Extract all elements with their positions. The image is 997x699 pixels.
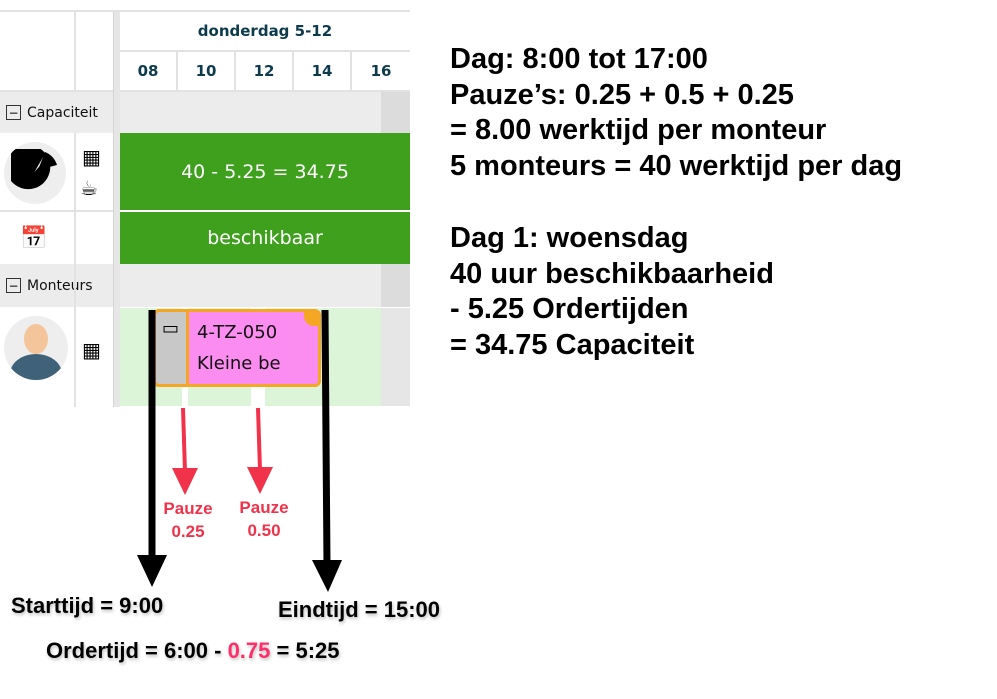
pause-annotation: Pauze 0.50	[229, 496, 299, 542]
hour-label: 12	[236, 52, 294, 90]
end-time-label: Eindtijd = 15:00	[278, 597, 440, 622]
pause-arrow	[247, 407, 273, 494]
group-capacity[interactable]: − Capaciteit	[0, 90, 113, 133]
corner-marker	[304, 312, 318, 326]
order-time-label: Ordertijd = 6:00 - 0.75 = 5:25	[46, 638, 340, 664]
pause-label: Pauze	[163, 499, 213, 518]
group-label: Monteurs	[27, 277, 93, 294]
end-arrow	[312, 309, 342, 592]
pause-annotation: Pauze 0.25	[153, 497, 223, 543]
event-title: 4-TZ-050	[197, 322, 278, 343]
group-label: Capaciteit	[27, 104, 98, 121]
note-line: 5 monteurs = 40 werktijd per dag	[450, 149, 903, 182]
hour-label: 16	[370, 62, 392, 80]
calendar-icon[interactable]: ▦	[82, 338, 101, 362]
group-mechanics[interactable]: − Monteurs	[0, 264, 113, 307]
note-line: Dag: 8:00 tot 17:00	[450, 43, 708, 75]
calendar-color-icon[interactable]: 📅	[20, 226, 48, 251]
hour-label: 10	[178, 52, 236, 90]
order-event[interactable]: ▭ 4-TZ-050 Kleine be	[153, 309, 321, 387]
order-highlight: 0.75	[227, 638, 271, 663]
group-row-bg	[120, 264, 410, 307]
pause-value: 0.50	[247, 521, 281, 540]
collapse-icon[interactable]: −	[6, 105, 21, 120]
collapse-icon[interactable]: −	[6, 278, 21, 293]
note-line: - 5.25 Ordertijden	[450, 293, 689, 325]
note-line: Pauze’s: 0.25 + 0.5 + 0.25	[450, 78, 794, 111]
event-subtitle: Kleine be	[197, 353, 281, 374]
note-line: Dag 1: woensdag	[450, 222, 689, 254]
order-prefix: Ordertijd = 6:00 -	[46, 638, 228, 663]
note-spacer	[450, 184, 902, 221]
divider	[74, 133, 76, 407]
divider	[120, 50, 410, 52]
offhours-area	[381, 308, 410, 406]
order-suffix: = 5:25	[270, 638, 340, 663]
pause-label: Pauze	[239, 498, 289, 517]
note-line: = 8.00 werktijd per monteur	[450, 114, 827, 146]
divider	[74, 12, 76, 90]
calendar-icon: ▭	[162, 318, 180, 339]
notes: Dag: 8:00 tot 17:00 Pauze’s: 0.25 + 0.5 …	[450, 42, 902, 363]
hour-label: 08	[120, 52, 178, 90]
pause-value: 0.25	[171, 522, 205, 541]
date-header: donderdag 5-12	[197, 22, 333, 40]
capacity-bar[interactable]: 40 - 5.25 = 34.75	[120, 133, 410, 210]
hour-header: 08 10 12 14 16	[120, 52, 410, 90]
top-border	[0, 10, 410, 12]
group-row-bg	[120, 90, 410, 133]
pie-chart-icon	[4, 142, 66, 204]
note-line: 40 uur beschikbaarheid	[450, 257, 774, 290]
coffee-cup-icon[interactable]: ☕	[80, 176, 98, 200]
hour-label: 14	[294, 52, 352, 90]
note-line: = 34.75 Capaciteit	[450, 328, 695, 361]
start-time-label: Starttijd = 9:00	[11, 593, 164, 618]
avatar[interactable]	[4, 316, 68, 380]
calendar-icon[interactable]: ▦	[82, 145, 101, 169]
pause-arrow	[172, 407, 198, 495]
start-arrow	[137, 310, 167, 587]
divider	[0, 210, 113, 212]
availability-bar[interactable]: beschikbaar	[120, 212, 410, 264]
splitter[interactable]	[113, 12, 120, 407]
